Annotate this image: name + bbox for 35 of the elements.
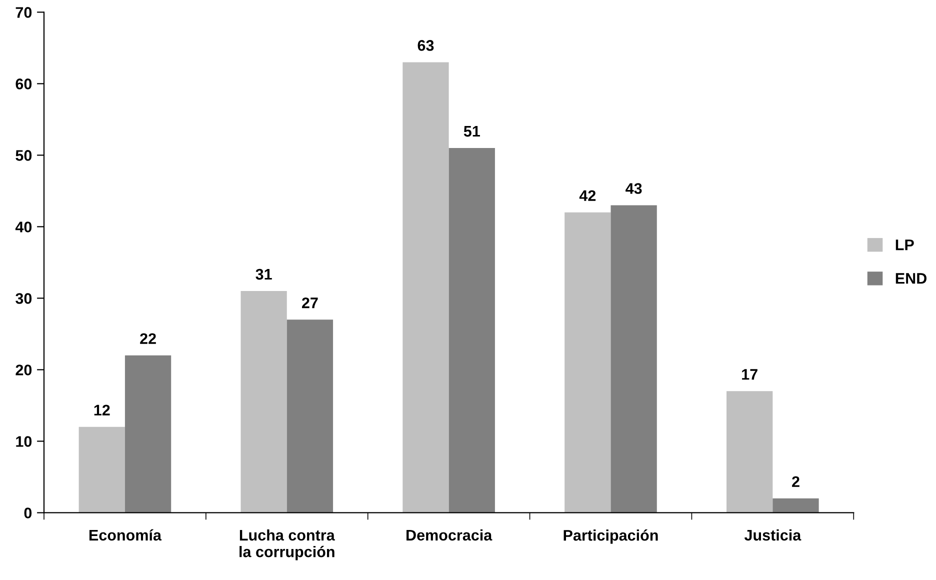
data-label: 27 [302, 297, 318, 308]
legend-label: END [896, 273, 926, 284]
data-label: 31 [256, 268, 272, 280]
bar [448, 148, 495, 513]
bar [78, 426, 125, 513]
y-tick-label: 30 [16, 293, 32, 304]
bar [286, 320, 334, 513]
bar [124, 355, 172, 513]
y-tick-label: 60 [16, 78, 32, 90]
data-label: 2 [792, 476, 800, 487]
data-label: 43 [626, 183, 642, 194]
x-tick-label: Lucha contra la corrupción [240, 529, 335, 560]
bar [564, 212, 611, 513]
y-tick-label: 70 [16, 7, 32, 18]
data-label: 42 [579, 190, 596, 201]
data-label: 63 [418, 40, 434, 51]
x-tick-label: Participación [564, 529, 658, 544]
y-tick-label: 10 [16, 436, 32, 447]
data-label: 12 [94, 404, 110, 416]
y-tick-label: 40 [15, 222, 32, 232]
bar [726, 391, 773, 513]
x-tick-label: Economía [89, 529, 162, 541]
legend-label: LP [896, 240, 914, 250]
bar [610, 205, 657, 513]
bar [772, 498, 819, 513]
data-label: 51 [464, 126, 480, 137]
x-tick-label: Justicia [744, 529, 802, 541]
bar [402, 62, 449, 513]
x-tick-label: Democracia [406, 529, 492, 541]
y-tick-label: 50 [16, 150, 32, 161]
data-label: 22 [140, 333, 156, 344]
data-label: 17 [742, 369, 758, 380]
bar [240, 291, 287, 513]
y-tick-label: 0 [24, 508, 32, 518]
y-tick-label: 20 [16, 364, 32, 376]
